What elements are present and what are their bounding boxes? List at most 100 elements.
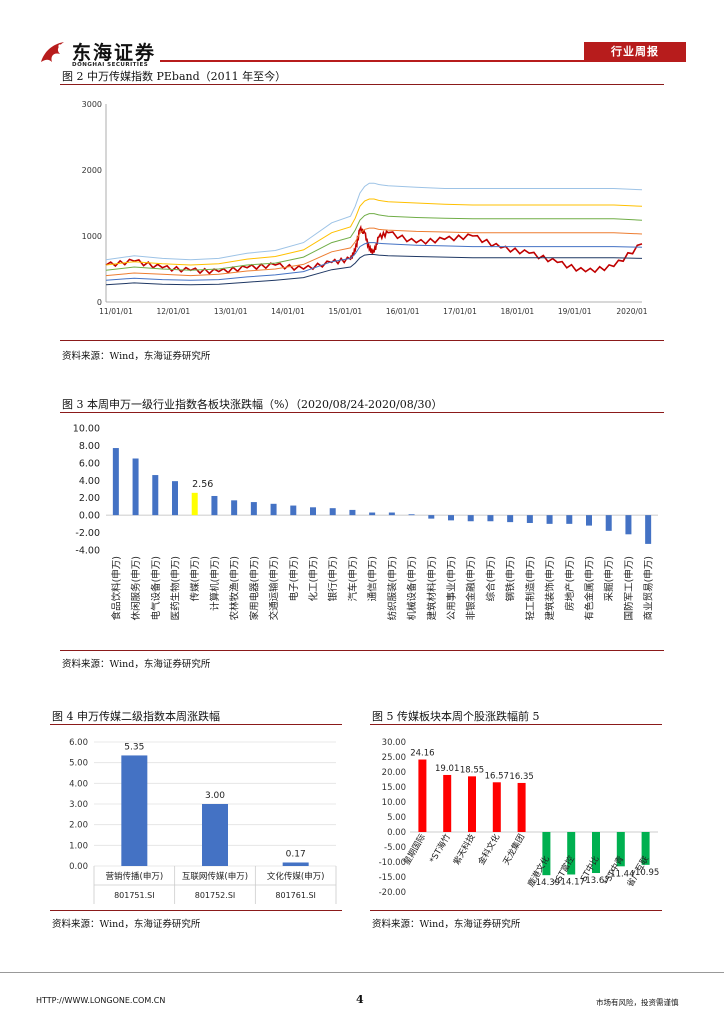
category-label: 轻工制造(申万) [524, 556, 536, 620]
y-tick-label: -2.00 [75, 528, 100, 539]
data-label: -14.17 [557, 878, 584, 888]
stock-bar [443, 774, 452, 832]
data-label: -11.44 [607, 869, 634, 879]
y-tick-label: 6.00 [69, 738, 88, 748]
sector-bar [310, 507, 316, 516]
top-stocks-chart: 30.00 25.00 20.00 15.00 10.00 5.00 0.00 -5.00 -1… [379, 738, 660, 898]
y-tick-label: 1000 [82, 232, 102, 241]
fig5-caption: 图 5 传媒板块本周个股涨跌幅前 5 [372, 710, 540, 723]
data-label: -10.95 [632, 868, 659, 878]
stock-bar [641, 832, 650, 865]
fig4-caption: 图 4 申万传媒二级指数本周涨跌幅 [52, 710, 220, 723]
subindex-bar [282, 862, 309, 866]
x-tick-label: 11/01/01 [99, 307, 133, 316]
sector-bar [507, 515, 514, 523]
category-label: 建筑材料(申万) [426, 556, 438, 620]
fig2-top-rule [60, 84, 664, 85]
sector-bar [467, 515, 474, 522]
x-tick-label: 17/01/01 [443, 307, 477, 316]
y-tick-label: -15.00 [379, 873, 406, 883]
sector-bar [448, 515, 454, 521]
category-label: 家用电器(申万) [248, 556, 260, 620]
y-tick-label: 10.00 [73, 424, 100, 435]
category-label: 传媒(申万) [189, 556, 201, 601]
y-tick-label: 4.00 [69, 779, 88, 789]
stock-bar [616, 832, 625, 867]
dragon-logo-icon [41, 42, 64, 62]
x-tick-label: 15/01/01 [328, 307, 362, 316]
stock-bar [517, 782, 526, 832]
y-tick-label: 6.00 [79, 458, 100, 469]
x-tick-label: 14/01/01 [271, 307, 305, 316]
y-tick-label: 5.00 [387, 813, 406, 823]
y-tick-label: 0 [97, 298, 102, 307]
category-label: 文化传媒(申万) [267, 871, 325, 882]
subindex-bar [121, 755, 148, 866]
data-label: 0.17 [286, 849, 306, 859]
category-label: 电子(申万) [288, 556, 300, 601]
x-tick-label: 12/01/01 [156, 307, 190, 316]
sector-bar [487, 515, 494, 522]
footer-url[interactable]: HTTP://WWW.LONGONE.COM.CN [36, 996, 166, 1005]
x-tick-label: 16/01/01 [386, 307, 420, 316]
y-tick-label: 4.00 [79, 476, 100, 487]
index-code-label: 801752.SI [195, 891, 236, 900]
sector-bar [132, 458, 139, 516]
category-label: 机械设备(申万) [406, 556, 418, 620]
category-label: 综合(申万) [485, 556, 497, 601]
pe-band-line [105, 213, 643, 271]
fig2-caption: 图 2 中万传媒指数 PEband（2011 年至今） [62, 70, 287, 83]
y-tick-label: 10.00 [382, 798, 406, 808]
y-tick-label: -4.00 [75, 546, 100, 557]
y-tick-label: 5.00 [69, 759, 88, 769]
category-label: 采掘(申万) [603, 556, 615, 601]
y-tick-label: -5.00 [384, 843, 406, 853]
fig5-source: 资料来源：Wind，东海证券研究所 [372, 919, 521, 930]
pe-series-line [105, 224, 643, 275]
sector-bar [566, 515, 573, 524]
sector-bar [586, 515, 592, 526]
category-label: 计算机(申万) [209, 556, 221, 611]
sector-bar [526, 515, 533, 523]
y-tick-label: 0.00 [69, 862, 88, 872]
pe-band-line [105, 198, 643, 266]
fig3-top-rule [60, 412, 664, 413]
stock-bar [592, 832, 600, 874]
stock-name-label: 紫天科技 [451, 832, 478, 867]
fig2-source: 资料来源：Wind，东海证券研究所 [62, 351, 211, 362]
logo [38, 38, 68, 66]
category-label: 非银金融(申万) [465, 556, 477, 620]
sector-bar [152, 475, 159, 516]
x-tick-label: 18/01/01 [500, 307, 534, 316]
fig3-caption: 图 3 本周申万一级行业指数各板块涨跌幅（%）（2020/08/24-2020/… [62, 398, 443, 411]
subindex-bar [202, 804, 228, 866]
sector-change-chart: 10.00 8.00 6.00 4.00 2.00 0.00 -2.00 -4.00 食品饮料(… [73, 424, 658, 620]
category-label: 建筑装饰(申万) [544, 556, 556, 620]
y-tick-label: 1.00 [69, 841, 88, 851]
sector-bar [231, 500, 238, 516]
fig3-bottom-rule [60, 650, 664, 651]
category-label: 有色金属(申万) [584, 556, 596, 620]
sector-bar [172, 481, 178, 516]
pe-band-line [105, 182, 643, 261]
data-label: -14.39 [533, 878, 560, 888]
y-tick-label: 0.00 [79, 511, 100, 522]
fig4-source: 资料来源：Wind，东海证券研究所 [52, 919, 201, 930]
stock-bar [567, 832, 576, 875]
pe-band-line [105, 242, 643, 281]
x-tick-label: 2020/01 [616, 307, 647, 316]
index-code-label: 801751.SI [114, 891, 155, 900]
sector-bar [428, 515, 435, 519]
sector-bar [250, 502, 257, 516]
category-label: 电气设备(申万) [150, 556, 162, 620]
y-tick-label: 3000 [82, 100, 102, 109]
sector-bar [369, 512, 376, 516]
sector-bar [408, 514, 415, 516]
y-tick-label: 25.00 [382, 753, 406, 763]
category-label: 营销传播(申万) [106, 871, 164, 882]
sector-bar [605, 515, 612, 531]
sector-bar [112, 448, 119, 516]
y-tick-label: -10.00 [379, 858, 406, 868]
sector-bar [270, 503, 277, 516]
stock-bar [542, 832, 551, 876]
